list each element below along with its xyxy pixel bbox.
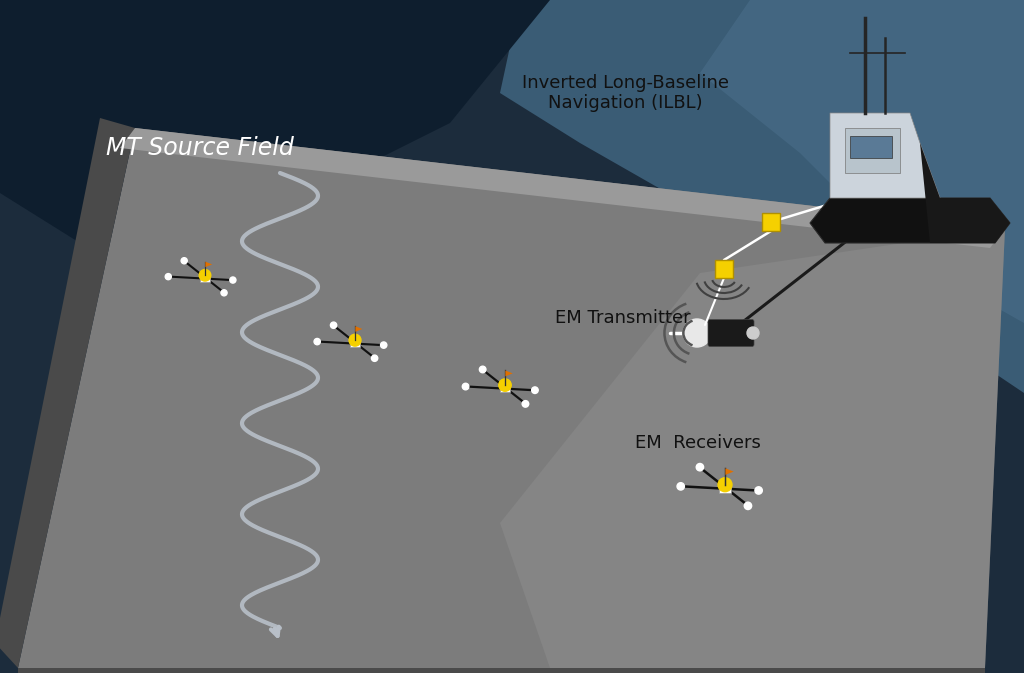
FancyBboxPatch shape	[762, 213, 780, 231]
FancyBboxPatch shape	[845, 128, 900, 173]
Circle shape	[200, 269, 211, 281]
Polygon shape	[355, 326, 362, 332]
Circle shape	[683, 319, 711, 347]
Polygon shape	[506, 370, 513, 376]
Circle shape	[372, 355, 378, 361]
Polygon shape	[18, 668, 985, 673]
Circle shape	[718, 478, 732, 492]
Circle shape	[499, 379, 511, 391]
FancyBboxPatch shape	[350, 339, 359, 347]
Circle shape	[522, 400, 528, 407]
Circle shape	[531, 387, 539, 394]
Polygon shape	[725, 468, 733, 475]
Circle shape	[381, 342, 387, 348]
Circle shape	[744, 502, 752, 509]
Circle shape	[314, 339, 321, 345]
Polygon shape	[700, 0, 1024, 323]
Circle shape	[462, 383, 469, 390]
Circle shape	[349, 334, 360, 346]
Polygon shape	[0, 118, 135, 668]
Circle shape	[221, 290, 227, 296]
Text: Inverted Long-Baseline
Navigation (ILBL): Inverted Long-Baseline Navigation (ILBL)	[521, 73, 728, 112]
Polygon shape	[500, 0, 1024, 393]
Text: EM  Receivers: EM Receivers	[635, 434, 761, 452]
FancyBboxPatch shape	[708, 320, 754, 347]
Circle shape	[165, 274, 171, 280]
Polygon shape	[500, 228, 1005, 668]
FancyBboxPatch shape	[850, 136, 892, 158]
FancyBboxPatch shape	[201, 275, 210, 282]
Polygon shape	[830, 113, 940, 198]
Text: MT Source Field: MT Source Field	[106, 136, 294, 160]
FancyBboxPatch shape	[719, 483, 731, 493]
Polygon shape	[810, 198, 1010, 243]
Circle shape	[229, 277, 236, 283]
FancyBboxPatch shape	[500, 384, 510, 392]
Polygon shape	[0, 0, 550, 243]
Polygon shape	[206, 262, 212, 267]
Circle shape	[696, 464, 703, 471]
Circle shape	[479, 366, 486, 373]
Polygon shape	[120, 128, 1005, 248]
Circle shape	[331, 322, 337, 328]
Circle shape	[677, 483, 684, 490]
Circle shape	[746, 327, 759, 339]
Polygon shape	[18, 128, 1005, 668]
Text: EM Transmitter: EM Transmitter	[555, 309, 690, 327]
FancyBboxPatch shape	[715, 260, 733, 278]
Polygon shape	[920, 143, 1010, 243]
Circle shape	[755, 487, 762, 494]
Circle shape	[181, 258, 187, 264]
